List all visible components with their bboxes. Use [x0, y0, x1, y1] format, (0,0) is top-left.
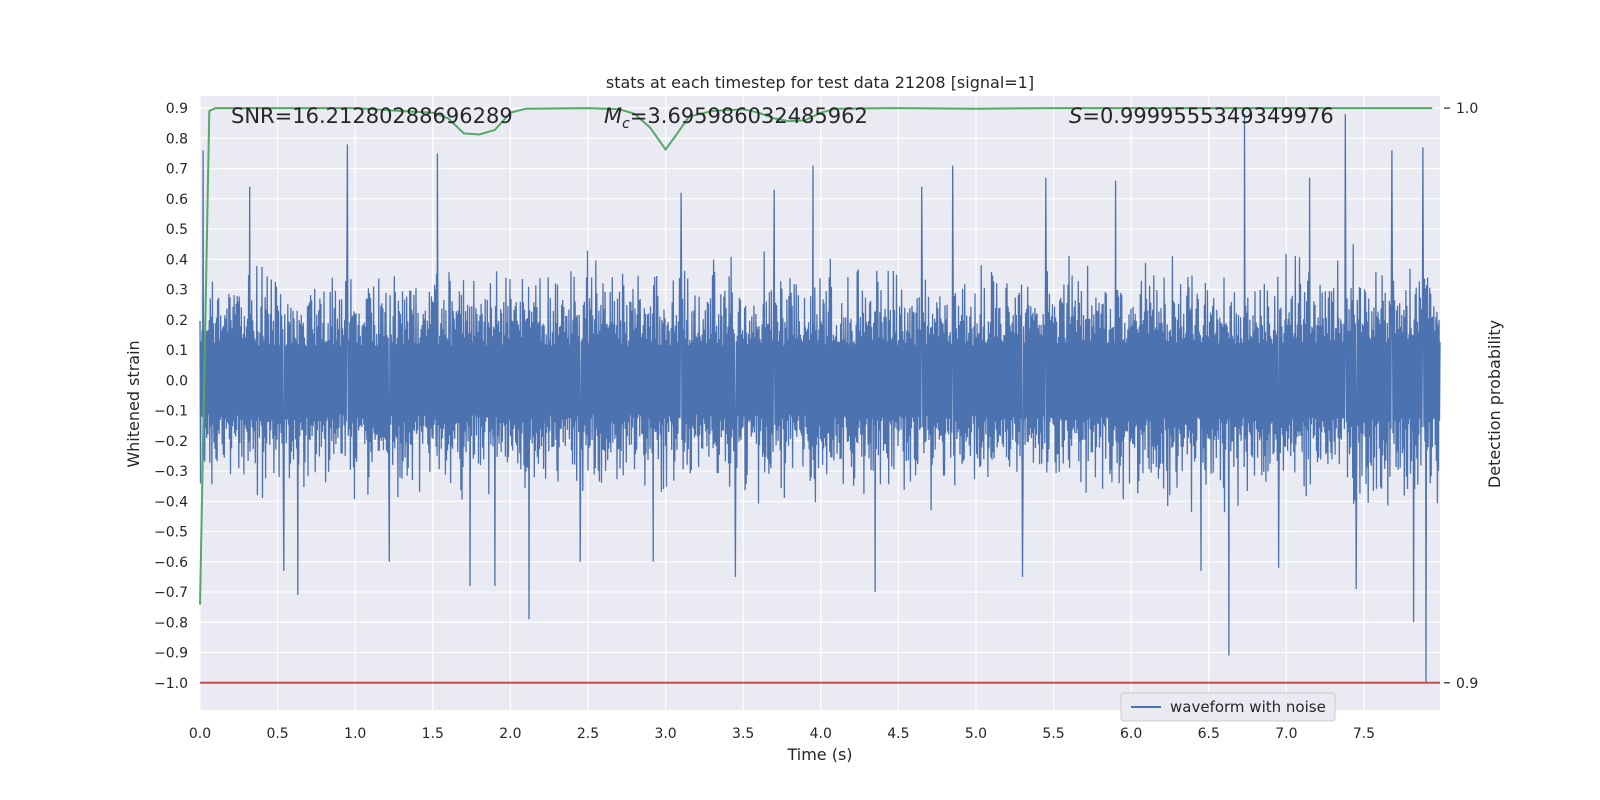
chart-title: stats at each timestep for test data 212…: [606, 73, 1034, 92]
x-tick-label: 5.5: [1042, 726, 1064, 742]
y-tick-label: 0.6: [166, 192, 188, 208]
score-annotation: S=0.9999555349349976: [1069, 104, 1334, 128]
y-tick-label: −0.5: [154, 525, 188, 541]
x-tick-label: 0.5: [266, 726, 288, 742]
x-tick-label: 4.0: [810, 726, 832, 742]
right-axis-ticks: 1.0 0.9: [1444, 101, 1478, 692]
x-axis-label: Time (s): [786, 745, 852, 764]
waveform-series: [199, 114, 1441, 683]
x-tick-label: 2.0: [499, 726, 521, 742]
y-tick-label: 0.5: [166, 222, 188, 238]
waveform-line: [199, 114, 1441, 683]
right-axis-label: Detection probability: [1485, 320, 1504, 488]
x-tick-label: 3.0: [654, 726, 676, 742]
x-tick-label: 7.0: [1275, 726, 1297, 742]
y-tick-label: −0.1: [154, 404, 188, 420]
chirp-mass-value: =3.695986032485962: [630, 104, 868, 128]
y-tick-label: −0.2: [154, 434, 188, 450]
y-tick-label: −0.6: [154, 555, 188, 571]
probability-line: [199, 107, 1433, 605]
score-value: =0.9999555349349976: [1082, 104, 1333, 128]
y-tick-label: 0.9: [166, 101, 188, 117]
y-tick-label: 0.4: [166, 252, 188, 268]
y-tick-label: −0.9: [154, 646, 188, 662]
x-tick-label: 4.5: [887, 726, 909, 742]
x-tick-label: 1.5: [422, 726, 444, 742]
y-tick-label: −0.4: [154, 494, 188, 510]
y-tick-label: −0.8: [154, 615, 188, 631]
x-tick-label: 6.5: [1198, 726, 1220, 742]
chirp-mass-symbol: M: [604, 104, 622, 128]
y-tick-label: 0.2: [166, 313, 188, 329]
x-tick-label: 5.0: [965, 726, 987, 742]
y-tick-label: 0.3: [166, 283, 188, 299]
legend: waveform with noise: [1120, 692, 1336, 722]
snr-annotation: SNR=16.21280288696289: [231, 104, 513, 128]
y-tick-label: 0.8: [166, 131, 188, 147]
x-tick-label: 2.5: [577, 726, 599, 742]
y-tick-label: 0.1: [166, 343, 188, 359]
probability-series: [199, 107, 1433, 605]
x-axis-ticks: 0.0 0.5 1.0 1.5 2.0 2.5 3.0 3.5 4.0 4.5 5.0 5.5 6.0 6…: [189, 726, 1375, 742]
y-tick-label: 0.0: [166, 373, 188, 389]
y-tick-label: 0.7: [166, 162, 188, 178]
y-axis-ticks: 0.9 0.8 0.7 0.6 0.5 0.4 0.3 0.2 0.1 0.0 −0.1 −0.2 −0…: [154, 101, 188, 692]
y-axis-label: Whitened strain: [124, 340, 143, 467]
right-tick-label: 0.9: [1456, 676, 1478, 692]
y-tick-label: −0.7: [154, 585, 188, 601]
x-tick-label: 1.0: [344, 726, 366, 742]
legend-label: waveform with noise: [1170, 698, 1326, 716]
right-tick-label: 1.0: [1456, 101, 1478, 117]
score-symbol: S: [1069, 104, 1082, 128]
x-tick-label: 3.5: [732, 726, 754, 742]
x-tick-label: 7.5: [1353, 726, 1375, 742]
chirp-mass-subscript: c: [622, 116, 630, 132]
y-tick-label: −0.3: [154, 464, 188, 480]
x-tick-label: 0.0: [189, 726, 211, 742]
x-tick-label: 6.0: [1120, 726, 1142, 742]
chirp-mass-annotation: Mc=3.695986032485962: [604, 104, 868, 132]
legend-box: [1120, 692, 1336, 722]
y-tick-label: −1.0: [154, 676, 188, 692]
